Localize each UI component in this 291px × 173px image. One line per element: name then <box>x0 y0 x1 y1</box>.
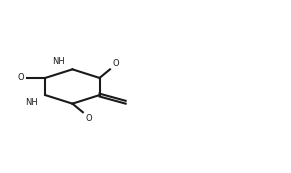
Text: O: O <box>18 73 24 82</box>
Text: NH: NH <box>25 98 38 107</box>
Text: O: O <box>86 114 92 123</box>
Text: NH: NH <box>52 57 65 66</box>
Text: O: O <box>113 59 119 68</box>
